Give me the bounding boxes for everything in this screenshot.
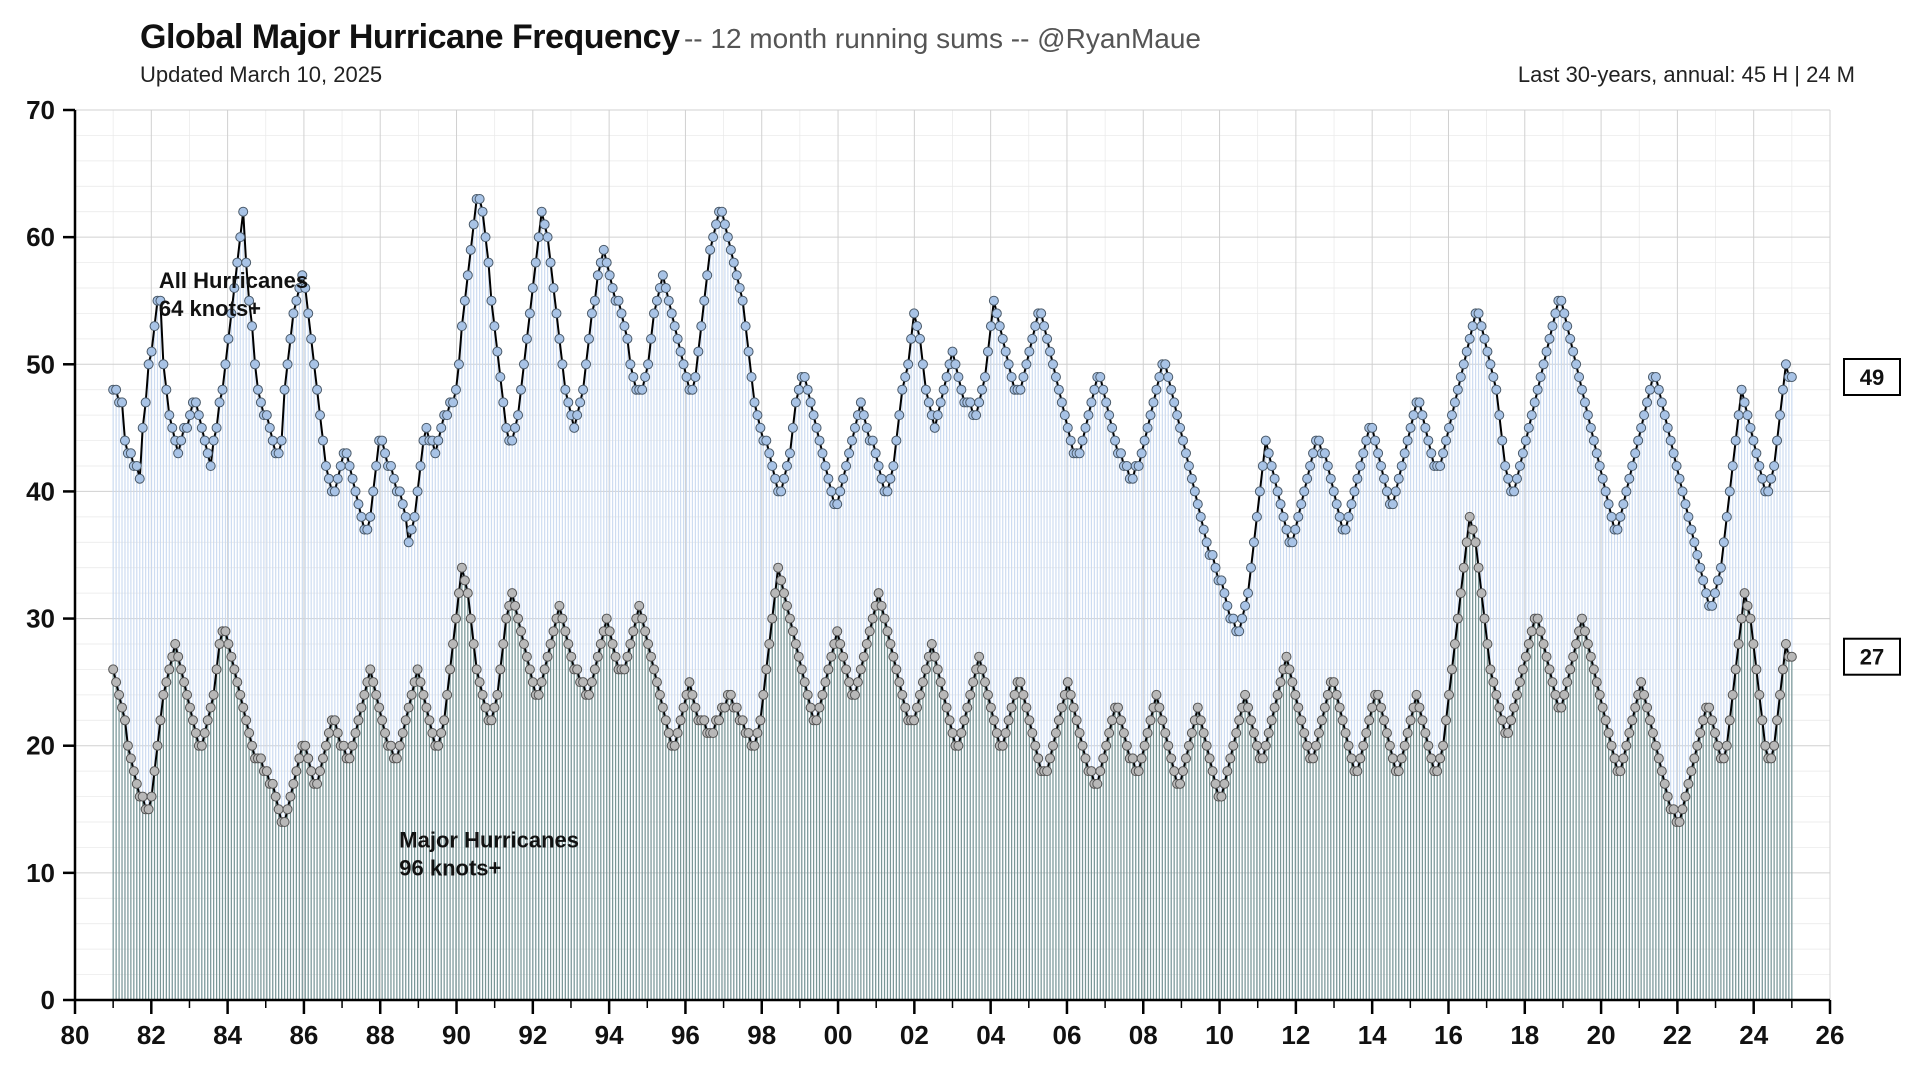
svg-text:All Hurricanes: All Hurricanes (159, 268, 308, 293)
svg-text:16: 16 (1434, 1020, 1463, 1050)
svg-text:27: 27 (1860, 645, 1884, 670)
end-labels: 49 27 (1844, 359, 1900, 675)
svg-text:50: 50 (26, 349, 55, 379)
svg-text:92: 92 (518, 1020, 547, 1050)
svg-text:96 knots+: 96 knots+ (399, 855, 501, 880)
svg-text:22: 22 (1663, 1020, 1692, 1050)
svg-text:12: 12 (1281, 1020, 1310, 1050)
svg-text:14: 14 (1358, 1020, 1387, 1050)
svg-text:24: 24 (1739, 1020, 1768, 1050)
svg-text:49: 49 (1860, 365, 1884, 390)
svg-text:00: 00 (824, 1020, 853, 1050)
svg-text:02: 02 (900, 1020, 929, 1050)
svg-text:0: 0 (41, 985, 55, 1015)
svg-text:30: 30 (26, 604, 55, 634)
svg-text:20: 20 (1587, 1020, 1616, 1050)
chart-container: Global Major Hurricane Frequency -- 12 m… (0, 0, 1920, 1076)
svg-text:82: 82 (137, 1020, 166, 1050)
svg-text:08: 08 (1129, 1020, 1158, 1050)
svg-text:84: 84 (213, 1020, 242, 1050)
svg-text:96: 96 (671, 1020, 700, 1050)
svg-text:18: 18 (1510, 1020, 1539, 1050)
svg-text:98: 98 (747, 1020, 776, 1050)
svg-text:64 knots+: 64 knots+ (159, 296, 261, 321)
svg-text:06: 06 (1052, 1020, 1081, 1050)
svg-text:10: 10 (26, 858, 55, 888)
svg-text:40: 40 (26, 476, 55, 506)
svg-text:90: 90 (442, 1020, 471, 1050)
svg-text:Major Hurricanes: Major Hurricanes (399, 827, 579, 852)
svg-text:20: 20 (26, 731, 55, 761)
svg-text:10: 10 (1205, 1020, 1234, 1050)
svg-text:86: 86 (289, 1020, 318, 1050)
svg-text:26: 26 (1816, 1020, 1845, 1050)
svg-text:70: 70 (26, 95, 55, 125)
svg-text:88: 88 (366, 1020, 395, 1050)
svg-text:94: 94 (595, 1020, 624, 1050)
svg-text:04: 04 (976, 1020, 1005, 1050)
svg-text:60: 60 (26, 222, 55, 252)
chart-svg: 0 10 20 30 40 50 60 70 80 82 84 86 88 90 92 94 96 98 00 02 0… (0, 0, 1920, 1076)
svg-text:80: 80 (61, 1020, 90, 1050)
